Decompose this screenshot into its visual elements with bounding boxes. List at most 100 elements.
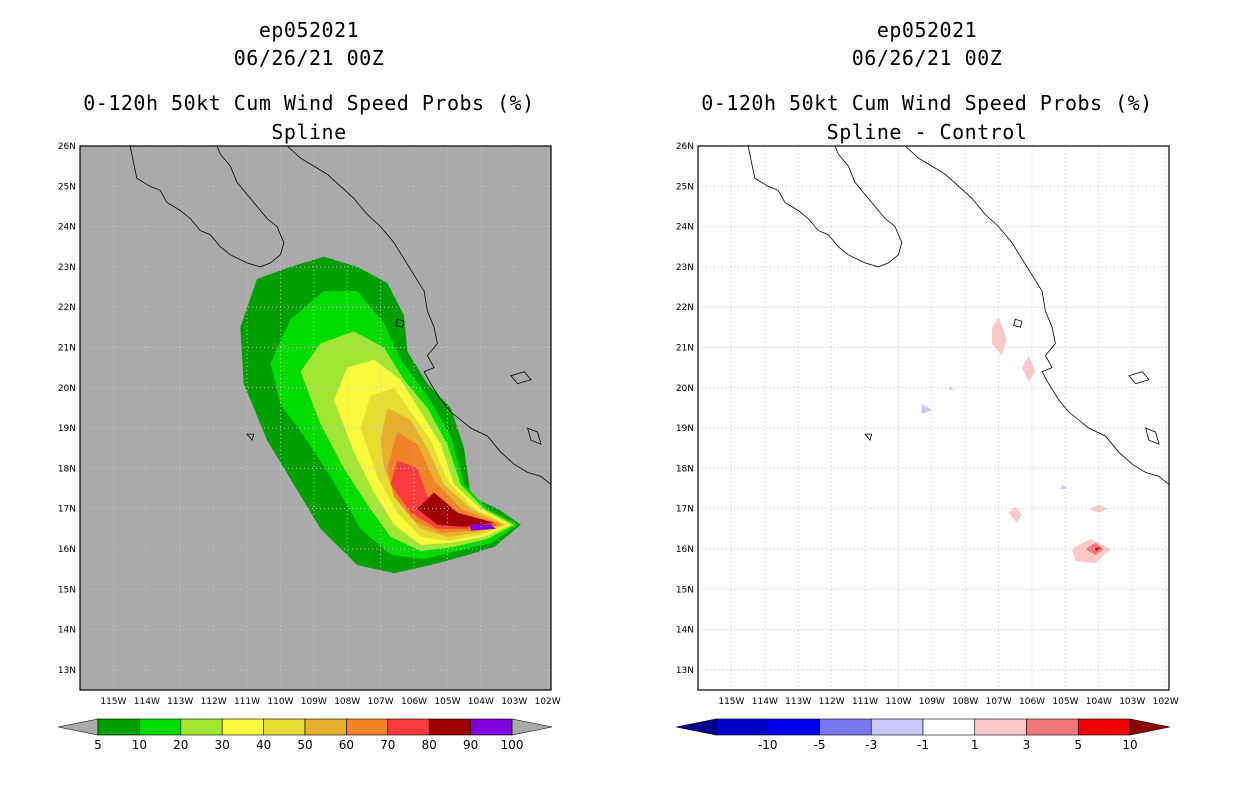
lat-tick-label: 25N — [58, 182, 76, 192]
lat-tick-label: 17N — [676, 505, 694, 515]
lon-tick-label: 109W — [919, 697, 945, 707]
prob-contour-90 — [470, 524, 496, 531]
lon-tick-label: 110W — [885, 697, 911, 707]
colorbar-label: 50 — [297, 738, 312, 752]
island — [246, 433, 255, 442]
storm-id-title: ep052021 — [258, 18, 360, 42]
lat-tick-label: 26N — [676, 142, 694, 152]
colorbar-swatch — [304, 718, 347, 736]
product-title: 0-120h 50kt Cum Wind Speed Probs (%) — [83, 91, 535, 115]
lon-tick-label: 106W — [1019, 697, 1045, 707]
lat-tick-label: 20N — [58, 384, 76, 394]
lat-tick-label: 18N — [676, 464, 694, 474]
map-frame — [697, 145, 1170, 691]
lat-tick-label: 22N — [676, 303, 694, 313]
lon-tick-label: 115W — [718, 697, 744, 707]
lon-tick-label: 114W — [752, 697, 778, 707]
colorbar-label: 10 — [132, 738, 147, 752]
colorbar-swatch — [221, 718, 264, 736]
lon-tick-label: 111W — [852, 697, 878, 707]
colorbar-swatch — [974, 718, 1027, 736]
colorbar-swatch — [1026, 718, 1079, 736]
lon-tick-label: 108W — [334, 697, 360, 707]
island — [1128, 371, 1150, 385]
colorbar-low-arrow — [675, 718, 717, 736]
colorbar-label: 3 — [1023, 738, 1031, 752]
colorbar-swatch — [767, 718, 820, 736]
lat-tick-label: 17N — [58, 505, 76, 515]
lat-tick-label: 22N — [58, 303, 76, 313]
storm-id-title: ep052021 — [876, 18, 978, 42]
colorbar-swatch — [263, 718, 306, 736]
mainland-coastline — [286, 145, 552, 485]
colorbar-swatch — [387, 718, 430, 736]
datetime-title: 06/26/21 00Z — [851, 46, 1003, 70]
colorbar-swatch — [715, 718, 769, 736]
lon-tick-label: 104W — [468, 697, 494, 707]
colorbar-high-arrow — [1129, 718, 1171, 736]
colorbar-label: -1 — [917, 738, 929, 752]
colorbar-swatch — [1077, 718, 1131, 736]
colorbar-swatch — [922, 718, 976, 736]
colorbar-label: -3 — [865, 738, 877, 752]
lat-tick-label: 23N — [58, 263, 76, 273]
colorbar-swatch — [428, 718, 471, 736]
lon-tick-label: 107W — [368, 697, 394, 707]
lat-tick-label: 13N — [676, 666, 694, 676]
colorbar-label: 5 — [1074, 738, 1082, 752]
prob-contour-80 — [417, 492, 495, 527]
lon-tick-label: 111W — [234, 697, 260, 707]
baja-coastline — [747, 145, 903, 268]
colorbar-swatch — [139, 718, 182, 736]
colorbar-label: 70 — [380, 738, 395, 752]
lon-tick-label: 112W — [201, 697, 227, 707]
lon-tick-label: 102W — [535, 697, 561, 707]
lon-tick-label: 112W — [819, 697, 845, 707]
map-frame — [79, 145, 552, 691]
colorbar-label: -10 — [758, 738, 778, 752]
island — [1013, 318, 1023, 328]
lat-tick-label: 14N — [676, 626, 694, 636]
lat-tick-label: 26N — [58, 142, 76, 152]
map-background — [698, 146, 1169, 690]
lat-tick-label: 16N — [676, 545, 694, 555]
lon-tick-label: 105W — [1052, 697, 1078, 707]
lat-tick-label: 21N — [58, 343, 76, 353]
lat-tick-label: 23N — [676, 263, 694, 273]
product-title: 0-120h 50kt Cum Wind Speed Probs (%) — [701, 91, 1153, 115]
lon-tick-label: 103W — [501, 697, 527, 707]
lat-tick-label: 14N — [58, 626, 76, 636]
island — [864, 433, 873, 442]
lat-tick-label: 15N — [58, 585, 76, 595]
lon-tick-label: 110W — [267, 697, 293, 707]
lat-tick-label: 24N — [676, 223, 694, 233]
lon-tick-label: 109W — [301, 697, 327, 707]
colorbar-label: 100 — [501, 738, 524, 752]
colorbar-swatch — [470, 718, 513, 736]
subtitle: Spline - Control — [826, 120, 1028, 144]
probability-map: 115W 114W 113W 112W 111W 110W 109W 108W 107W 106W… — [58, 142, 561, 752]
lon-tick-label: 108W — [952, 697, 978, 707]
island — [526, 427, 542, 445]
lat-tick-label: 15N — [676, 585, 694, 595]
lon-tick-label: 105W — [434, 697, 460, 707]
diff-contour-1 — [1008, 506, 1022, 523]
colorbar-label: 1 — [971, 738, 979, 752]
diff-contour-1 — [992, 317, 1007, 356]
lat-tick-label: 20N — [676, 384, 694, 394]
colorbar-label: 80 — [422, 738, 437, 752]
colorbar-label: 20 — [173, 738, 188, 752]
diff-contour-1 — [1022, 355, 1036, 382]
subtitle: Spline — [271, 120, 347, 144]
lon-tick-label: 106W — [401, 697, 427, 707]
lon-tick-label: 104W — [1086, 697, 1112, 707]
island — [1144, 427, 1160, 445]
lat-tick-label: 13N — [58, 666, 76, 676]
colorbar-label: 60 — [339, 738, 354, 752]
prob-contour-70 — [390, 460, 498, 529]
lat-tick-label: 24N — [58, 223, 76, 233]
island — [510, 371, 532, 385]
lon-tick-label: 107W — [986, 697, 1012, 707]
left-map-panel: ep052021 06/26/21 00Z 0-120h 50kt Cum Wi… — [58, 18, 561, 752]
lat-tick-label: 19N — [58, 424, 76, 434]
